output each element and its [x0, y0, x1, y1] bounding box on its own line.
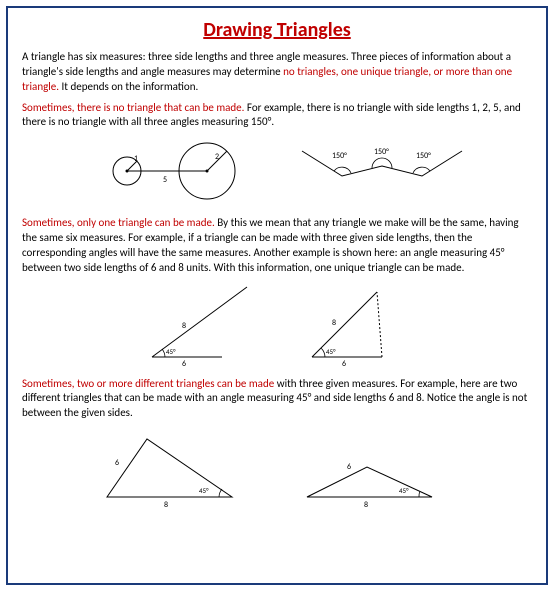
- page-title: Drawing Triangles: [22, 18, 532, 42]
- angle-label-1: 150°: [332, 151, 347, 161]
- side-8d: 8: [364, 500, 368, 507]
- section2-lead: Sometimes, only one triangle can be made…: [22, 216, 215, 229]
- side-8b: 8: [332, 318, 336, 328]
- side-8a: 8: [182, 321, 186, 331]
- intro-paragraph: A triangle has six measures: three side …: [22, 50, 532, 95]
- angle-45a: 45°: [166, 347, 176, 356]
- unique-triangle-2: 8 6 45°: [292, 282, 422, 367]
- no-triangle-angles-diagram: 150° 150° 150°: [292, 136, 467, 206]
- two-triangles-1: 6 8 45°: [92, 427, 262, 507]
- label-5: 5: [163, 175, 167, 185]
- section1-lead: Sometimes, there is no triangle that can…: [22, 101, 244, 114]
- side-6c: 6: [115, 458, 119, 468]
- label-2: 2: [215, 152, 219, 162]
- angle-label-2: 150°: [374, 147, 389, 157]
- angle-45d: 45°: [399, 486, 409, 495]
- section1-paragraph: Sometimes, there is no triangle that can…: [22, 101, 532, 131]
- angle-45b: 45°: [326, 347, 336, 356]
- side-8c: 8: [164, 500, 168, 507]
- section2-paragraph: Sometimes, only one triangle can be made…: [22, 216, 532, 275]
- figure-row-2: 8 6 45° 8 6 45°: [22, 282, 532, 367]
- intro-text-2: It depends on the information.: [59, 80, 198, 93]
- label-1: 1: [134, 154, 138, 164]
- side-6a: 6: [182, 359, 186, 367]
- side-6d: 6: [347, 462, 351, 472]
- section3-lead: Sometimes, two or more different triangl…: [22, 377, 274, 390]
- document-frame: Drawing Triangles A triangle has six mea…: [6, 6, 548, 585]
- side-6b: 6: [342, 359, 346, 367]
- no-triangle-circles-diagram: 1 2 5: [87, 136, 262, 206]
- figure-row-1: 1 2 5 150° 150° 150°: [22, 136, 532, 206]
- angle-label-3: 150°: [416, 151, 431, 161]
- figure-row-3: 6 8 45° 6 8 45°: [22, 427, 532, 507]
- unique-triangle-1: 8 6 45°: [132, 282, 262, 367]
- two-triangles-2: 6 8 45°: [292, 427, 462, 507]
- angle-45c: 45°: [199, 486, 209, 495]
- section3-paragraph: Sometimes, two or more different triangl…: [22, 377, 532, 422]
